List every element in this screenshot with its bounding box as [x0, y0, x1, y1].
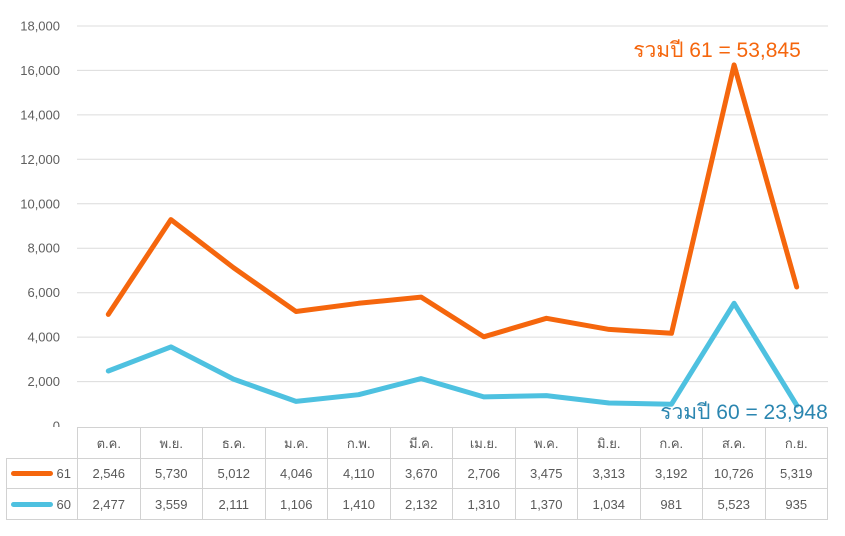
series-label: 61 [56, 466, 71, 481]
value-cell: 1,106 [264, 488, 328, 520]
value-cell: 4,046 [264, 458, 328, 489]
value-cell: 5,523 [702, 488, 766, 520]
month-header: มิ.ย. [577, 427, 641, 459]
series-label: 60 [56, 496, 71, 512]
series-line-61 [105, 62, 800, 340]
y-axis-tick-label: 8,000 [27, 241, 60, 256]
value-cell: 1,034 [577, 488, 641, 520]
table-row-series-60: 60 2,477 3,559 2,111 1,106 1,410 2,132 1,310 1,3… [6, 488, 828, 520]
value-cell: 2,546 [77, 458, 141, 489]
month-header: ต.ค. [77, 427, 141, 459]
value-cell: 3,313 [577, 458, 641, 489]
value-cell: 3,192 [639, 458, 703, 489]
value-cell: 10,726 [702, 458, 766, 489]
legend-cell-61: 61 [6, 458, 78, 489]
stacked-line-chart: 0 2,000 4,000 6,000 8,000 10,000 12,000 14,000 1… [20, 19, 828, 428]
y-axis-tick-label: 0 [53, 419, 60, 428]
month-header: พ.ค. [514, 427, 578, 459]
month-header: ก.ค. [639, 427, 703, 459]
y-axis-tick-label: 18,000 [20, 19, 60, 34]
month-header: พ.ย. [139, 427, 203, 459]
value-cell: 2,477 [77, 488, 141, 520]
month-header: ก.ย. [764, 427, 828, 459]
value-cell: 5,012 [202, 458, 266, 489]
value-cell: 4,110 [327, 458, 391, 489]
y-axis-tick-label: 12,000 [20, 152, 60, 167]
total-annotation-60: รวมปี 60 = 23,948 [660, 401, 828, 424]
value-cell: 935 [764, 488, 828, 520]
series-60-swatch-icon [11, 501, 53, 507]
value-cell: 2,111 [202, 488, 266, 520]
value-cell: 3,559 [139, 488, 203, 520]
series-line-60 [105, 300, 800, 408]
month-header: มี.ค. [389, 427, 453, 459]
y-axis-tick-label: 6,000 [27, 285, 60, 300]
y-axis-tick-label: 10,000 [20, 196, 60, 211]
month-header: ก.พ. [327, 427, 391, 459]
value-cell: 1,370 [514, 488, 578, 520]
table-corner-cell [7, 428, 78, 459]
value-cell: 2,132 [389, 488, 453, 520]
legend-cell-60: 60 [6, 488, 78, 520]
value-cell: 3,670 [389, 458, 453, 489]
value-cell: 3,475 [514, 458, 578, 489]
value-cell: 1,410 [327, 488, 391, 520]
value-cell: 1,310 [452, 488, 516, 520]
y-axis-tick-label: 16,000 [20, 63, 60, 78]
month-header: ส.ค. [702, 427, 766, 459]
value-cell: 981 [639, 488, 703, 520]
series-61-swatch-icon [11, 471, 53, 476]
chart-data-table: ต.ค. พ.ย. ธ.ค. ม.ค. ก.พ. มี.ค. เม.ย. พ.ค. มิ.ย. ก… [6, 427, 828, 520]
total-annotation-61: รวมปี 61 = 53,845 [633, 39, 801, 62]
month-header: เม.ย. [452, 427, 516, 459]
value-cell: 5,319 [764, 458, 828, 489]
value-cell: 2,706 [452, 458, 516, 489]
y-axis-tick-label: 4,000 [27, 330, 60, 345]
y-axis-tick-label: 2,000 [27, 374, 60, 389]
month-header: ธ.ค. [202, 427, 266, 459]
value-cell: 5,730 [139, 458, 203, 489]
month-header: ม.ค. [264, 427, 328, 459]
y-axis-tick-label: 14,000 [20, 107, 60, 122]
table-row-series-61: 61 2,546 5,730 5,012 4,046 4,110 3,670 2,706 3,4… [6, 458, 828, 489]
